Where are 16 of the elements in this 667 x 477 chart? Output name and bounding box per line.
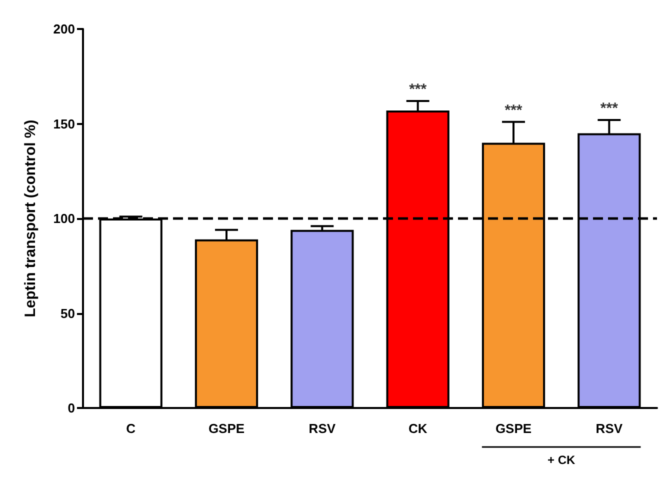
y-tick-label: 150 (53, 116, 75, 132)
x-tick-label: CK (408, 421, 428, 436)
y-tick-label: 200 (53, 22, 75, 36)
text: + CK (547, 453, 576, 467)
x-tick-label: C (126, 421, 136, 436)
annotation: *** (600, 100, 618, 117)
x-tick-label: GSPE (495, 421, 532, 436)
x-tick-label: RSV (596, 421, 623, 436)
y-tick-label: 50 (60, 306, 75, 321)
y-axis-title: Leptin transport (control %) (22, 120, 39, 318)
annotation: *** (409, 81, 427, 98)
y-tick-label: 0 (68, 400, 75, 416)
x-tick-label: GSPE (208, 421, 245, 436)
y-tick-label: 100 (53, 211, 75, 226)
annotation: *** (504, 102, 522, 119)
x-tick-label: RSV (308, 421, 336, 436)
